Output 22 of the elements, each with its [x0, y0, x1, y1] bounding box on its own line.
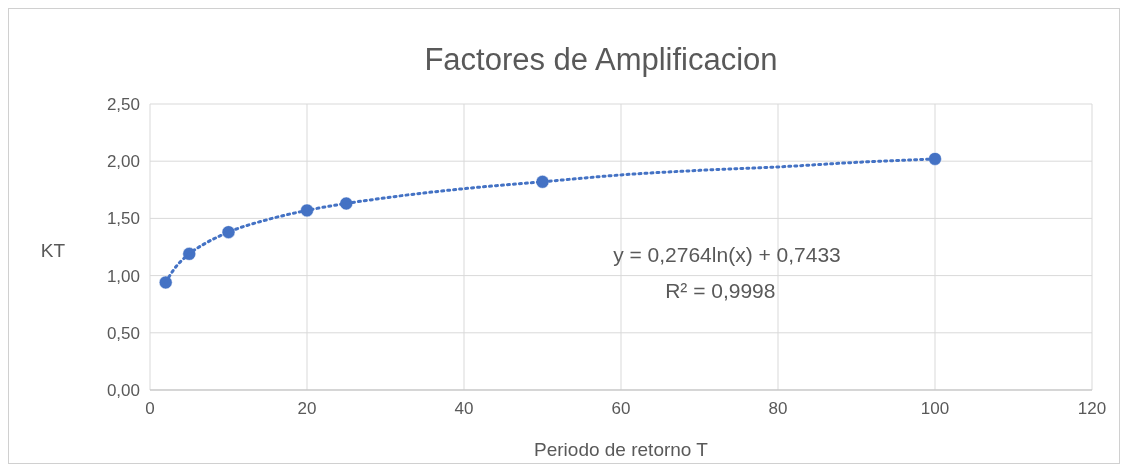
y-tick-label: 0,00	[106, 380, 140, 400]
y-tick-label: 1,50	[106, 209, 140, 229]
point	[928, 152, 942, 166]
x-tick-label: 120	[1077, 399, 1107, 418]
x-tick-label: 20	[297, 399, 317, 418]
x-tick-label: 100	[920, 399, 950, 418]
x-tick-label: 0	[145, 399, 155, 418]
y-tick-label: 2,50	[106, 94, 140, 114]
point	[221, 225, 236, 239]
x-tick-label: 80	[768, 399, 788, 418]
y-tick-label: 1,00	[106, 266, 140, 286]
x-tick-label: 60	[611, 399, 631, 418]
x-tick-label: 40	[454, 399, 474, 418]
chart-title: Factores de Amplificacion	[424, 42, 778, 77]
point	[535, 175, 550, 189]
annotation: R² = 0,9998	[665, 278, 776, 302]
x-axis-title: Periodo de retorno T	[534, 439, 709, 460]
annotation: y = 0,2764ln(x) + 0,7433	[613, 242, 841, 266]
y-tick-label: 2,00	[106, 152, 140, 172]
point	[158, 275, 173, 290]
y-axis-title: KT	[40, 240, 66, 261]
y-tick-label: 0,50	[106, 323, 140, 343]
